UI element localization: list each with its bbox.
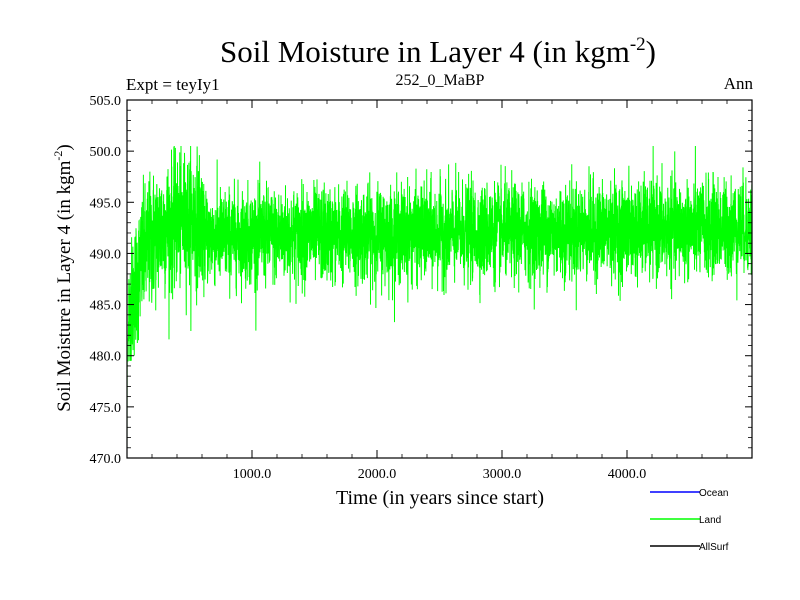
y-tick-label: 485.0: [90, 299, 122, 314]
season-label: Ann: [724, 74, 754, 93]
x-tick-label: 3000.0: [483, 467, 522, 482]
y-tick-label: 470.0: [90, 452, 122, 467]
y-tick-label: 505.0: [90, 94, 122, 109]
y-tick-label: 480.0: [90, 350, 122, 365]
legend: Ocean Land AllSurf: [650, 488, 729, 553]
legend-label-allsurf: AllSurf: [699, 542, 729, 553]
y-tick-label: 475.0: [90, 401, 122, 416]
plot-frame: [126, 99, 753, 459]
y-tick-label: 490.0: [90, 247, 122, 262]
x-tick-label: 4000.0: [608, 467, 647, 482]
y-tick-label: 495.0: [90, 196, 122, 211]
x-tick-label: 1000.0: [233, 467, 272, 482]
period-label: 252_0_MaBP: [396, 72, 485, 89]
y-tick-label: 500.0: [90, 145, 122, 160]
chart-title: Soil Moisture in Layer 4 (in kgm-2): [220, 34, 656, 69]
legend-label-ocean: Ocean: [699, 488, 728, 499]
experiment-label: Expt = teyIy1: [126, 75, 220, 94]
y-axis-label: Soil Moisture in Layer 4 (in kgm-2): [51, 144, 75, 412]
x-tick-label: 2000.0: [358, 467, 397, 482]
legend-label-land: Land: [699, 515, 721, 526]
series-line-land: [126, 146, 753, 453]
x-axis-label: Time (in years since start): [336, 487, 544, 509]
